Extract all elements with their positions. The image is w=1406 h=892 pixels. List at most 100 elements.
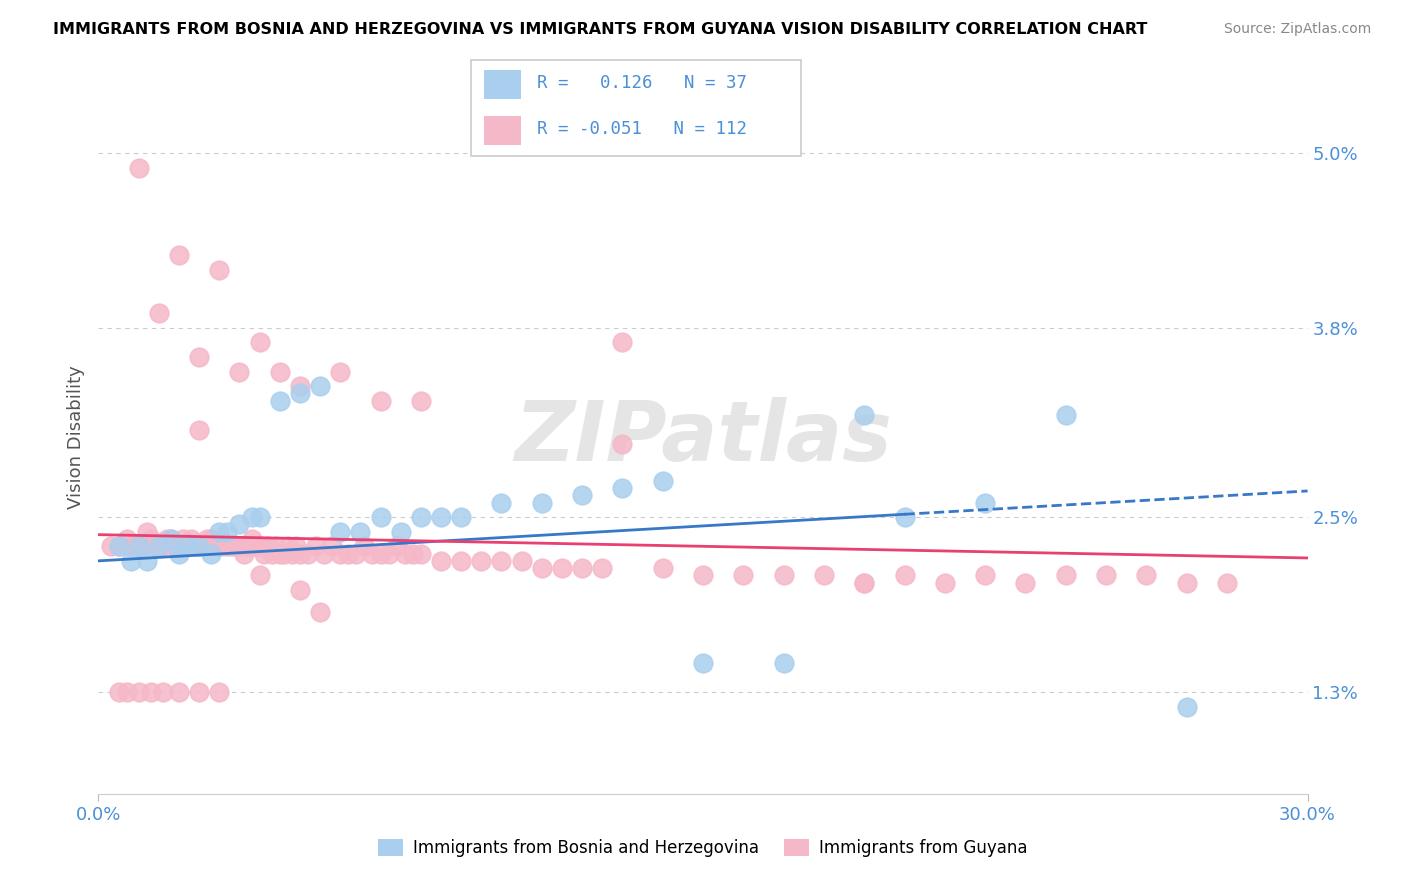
Point bbox=[377, 547, 399, 561]
Point bbox=[370, 547, 392, 561]
Point bbox=[208, 524, 231, 539]
Text: R =   0.126   N = 37: R = 0.126 N = 37 bbox=[537, 74, 747, 93]
Point bbox=[176, 539, 198, 553]
Legend: Immigrants from Bosnia and Herzegovina, Immigrants from Guyana: Immigrants from Bosnia and Herzegovina, … bbox=[371, 832, 1035, 864]
Point bbox=[143, 539, 166, 553]
Point bbox=[321, 539, 343, 553]
Point bbox=[430, 554, 453, 568]
Point bbox=[208, 539, 231, 553]
Point bbox=[269, 393, 291, 408]
Point bbox=[269, 365, 291, 379]
Point bbox=[115, 685, 138, 699]
Point bbox=[135, 524, 157, 539]
Y-axis label: Vision Disability: Vision Disability bbox=[66, 365, 84, 509]
Point bbox=[893, 510, 915, 524]
Point bbox=[208, 685, 231, 699]
Point bbox=[273, 547, 295, 561]
Point bbox=[148, 539, 170, 553]
Point bbox=[530, 561, 553, 575]
Point bbox=[240, 532, 263, 546]
Point bbox=[128, 539, 150, 553]
Point bbox=[167, 685, 190, 699]
Point bbox=[148, 539, 170, 553]
Point bbox=[692, 656, 714, 670]
Text: Source: ZipAtlas.com: Source: ZipAtlas.com bbox=[1223, 22, 1371, 37]
Point bbox=[692, 568, 714, 582]
Point bbox=[591, 561, 613, 575]
Point bbox=[1175, 699, 1198, 714]
Point bbox=[853, 575, 876, 590]
Point bbox=[430, 510, 453, 524]
Point bbox=[934, 575, 956, 590]
Point bbox=[349, 524, 371, 539]
Point bbox=[221, 539, 243, 553]
Point bbox=[772, 568, 794, 582]
Point bbox=[180, 532, 202, 546]
Text: IMMIGRANTS FROM BOSNIA AND HERZEGOVINA VS IMMIGRANTS FROM GUYANA VISION DISABILI: IMMIGRANTS FROM BOSNIA AND HERZEGOVINA V… bbox=[53, 22, 1147, 37]
Point bbox=[128, 161, 150, 175]
Point bbox=[530, 495, 553, 509]
Point bbox=[188, 539, 211, 553]
Point bbox=[120, 539, 142, 553]
Point bbox=[353, 539, 375, 553]
Text: ZIPatlas: ZIPatlas bbox=[515, 397, 891, 477]
Point bbox=[551, 561, 574, 575]
Point bbox=[361, 547, 384, 561]
Point bbox=[450, 510, 472, 524]
Point bbox=[288, 386, 311, 401]
Point bbox=[1014, 575, 1036, 590]
Point bbox=[651, 561, 673, 575]
Point bbox=[1216, 575, 1239, 590]
Point bbox=[135, 554, 157, 568]
Point bbox=[269, 547, 291, 561]
Point bbox=[288, 379, 311, 393]
Point bbox=[124, 539, 146, 553]
Point bbox=[329, 547, 352, 561]
Point bbox=[204, 539, 226, 553]
Point bbox=[612, 437, 634, 451]
Point bbox=[402, 547, 425, 561]
Bar bbox=[484, 116, 520, 145]
Point bbox=[249, 568, 271, 582]
Point bbox=[232, 547, 254, 561]
Point bbox=[228, 517, 250, 532]
Point bbox=[612, 481, 634, 495]
Point bbox=[188, 685, 211, 699]
Point bbox=[188, 539, 211, 553]
Point bbox=[1175, 575, 1198, 590]
Point bbox=[974, 495, 997, 509]
Point bbox=[148, 306, 170, 320]
Point bbox=[240, 510, 263, 524]
Point bbox=[160, 532, 183, 546]
Point bbox=[309, 379, 332, 393]
Point bbox=[167, 539, 190, 553]
Point bbox=[200, 532, 222, 546]
Point bbox=[107, 685, 129, 699]
Point bbox=[200, 547, 222, 561]
Point bbox=[217, 524, 239, 539]
Point bbox=[344, 547, 367, 561]
Point bbox=[370, 393, 392, 408]
Point bbox=[853, 575, 876, 590]
Point bbox=[217, 539, 239, 553]
Point bbox=[612, 335, 634, 350]
Point bbox=[139, 532, 162, 546]
Point bbox=[450, 554, 472, 568]
Point bbox=[249, 539, 271, 553]
Point bbox=[193, 539, 215, 553]
Point bbox=[188, 423, 211, 437]
Point bbox=[139, 685, 162, 699]
Point bbox=[253, 547, 276, 561]
Point bbox=[132, 539, 155, 553]
Point bbox=[249, 335, 271, 350]
Point bbox=[297, 547, 319, 561]
Point bbox=[389, 524, 412, 539]
Point bbox=[470, 554, 492, 568]
Point bbox=[337, 547, 360, 561]
Point bbox=[277, 539, 299, 553]
Point bbox=[1054, 409, 1077, 423]
Point bbox=[409, 510, 432, 524]
Point bbox=[288, 547, 311, 561]
Point bbox=[107, 539, 129, 553]
Point bbox=[510, 554, 533, 568]
